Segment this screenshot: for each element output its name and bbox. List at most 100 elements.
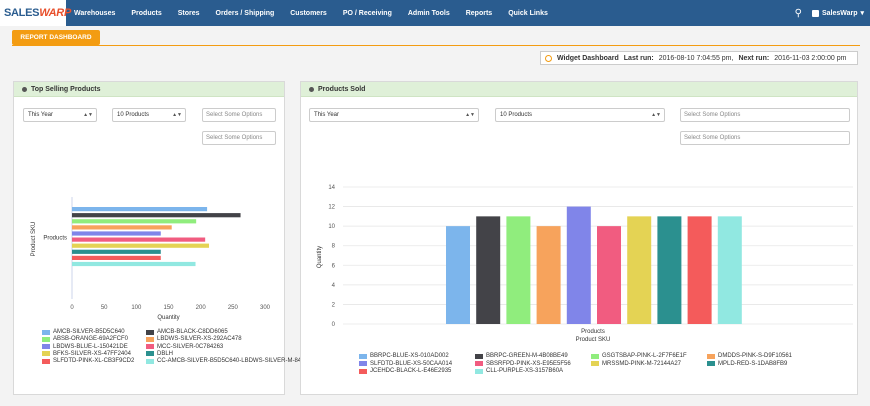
legend-item[interactable]: BFKS-SILVER-XS-47FF2404 [42, 351, 131, 357]
legend-label: SLFDTD-BLUE-XS-50CAA014 [370, 360, 453, 367]
y-tick-label: 10 [328, 224, 335, 230]
bar [72, 243, 210, 248]
legend-item[interactable]: DMDDS-PINK-S-D9F10561 [707, 353, 792, 359]
x-axis-title: Quantity [157, 315, 179, 321]
user-menu[interactable]: SalesWarp ▾ [811, 9, 864, 17]
clock-icon [545, 54, 552, 62]
legend-item[interactable]: AMCB-SILVER-B5D5C640 [42, 329, 125, 335]
multiselect-placeholder: Select Some Options [206, 135, 263, 141]
legend-item[interactable]: SLFDTD-BLUE-XS-50CAA014 [359, 361, 452, 367]
bar [72, 219, 197, 224]
count-value: 10 Products [500, 112, 533, 118]
user-icon [811, 9, 819, 17]
legend-label: GSGTSBAP-PINK-L-2F7F6E1F [602, 353, 687, 359]
legend-label: LBDWS-BLUE-L-150421DE [53, 343, 128, 350]
y-tick-label: 0 [332, 322, 336, 328]
legend-swatch [42, 351, 50, 357]
nav-quick-links[interactable]: Quick Links [508, 9, 548, 17]
legend-item[interactable]: SLFDTD-PINK-XL-CB3F9CD2 [42, 358, 134, 364]
nav-reports[interactable]: Reports [465, 9, 493, 17]
legend-label: SBSRFPD-PINK-XS-E95E5F56 [486, 360, 571, 367]
period-value: This Year [28, 112, 54, 118]
legend-item[interactable]: BBRPC-GREEN-M-4B08BE49 [475, 353, 568, 359]
saleswarp-logo[interactable]: SALES WARP [0, 0, 71, 26]
y-tick-label: 6 [332, 263, 336, 269]
period-select[interactable]: This Year ▲▼ [309, 108, 479, 122]
search-icon[interactable]: ⚲ [794, 7, 802, 19]
legend-item[interactable]: CLL-PURPLE-XS-3157B60A [475, 368, 563, 374]
y-tick-label: 2 [332, 302, 336, 308]
multiselect-placeholder: Select Some Options [206, 112, 263, 118]
nav-products[interactable]: Products [131, 9, 162, 17]
y-axis-title: Quantity [317, 246, 323, 268]
legend-swatch [475, 361, 483, 367]
tab-report-dashboard[interactable]: REPORT DASHBOARD [12, 30, 100, 45]
logo-text-sales: SALES [4, 7, 40, 19]
sku-multiselect[interactable]: Select Some Options [680, 108, 850, 122]
category-label: Products [43, 236, 67, 242]
legend-label: AMCB-SILVER-B5D5C640 [53, 329, 125, 335]
bar [657, 216, 682, 324]
legend-item[interactable]: MPLD-RED-S-1DAB8FB9 [707, 361, 787, 367]
legend-item[interactable]: ABSB-ORANGE-69A2FCF0 [42, 336, 128, 342]
legend-label: AMCB-BLACK-C8DD6065 [157, 329, 228, 335]
bar [717, 216, 742, 324]
products-sold-panel: Products Sold This Year ▲▼ 10 Products ▲▼ … [300, 81, 858, 395]
legend-item[interactable]: LBDWS-BLUE-L-150421DE [42, 344, 128, 350]
count-select[interactable]: 10 Products ▲▼ [112, 108, 186, 122]
legend-item[interactable]: AMCB-BLACK-C8DD6065 [146, 329, 228, 335]
nav-po-receiving[interactable]: PO / Receiving [342, 9, 392, 17]
info-icon [309, 86, 314, 92]
legend-swatch [146, 329, 154, 335]
legend-label: MCC-SILVER-0C784263 [157, 343, 224, 350]
bar [72, 249, 161, 254]
panel-header: Top Selling Products [14, 82, 284, 97]
legend-swatch [146, 358, 154, 364]
legend-item[interactable]: LBDWS-SILVER-XS-292AC478 [146, 336, 242, 342]
legend-item[interactable]: JCEHDC-BLACK-L-E46E2935 [359, 368, 451, 374]
legend-swatch [359, 368, 367, 374]
widget-title: Widget Dashboard [557, 54, 619, 62]
period-select[interactable]: This Year ▲▼ [23, 108, 97, 122]
legend-label: BFKS-SILVER-XS-47FF2404 [53, 350, 131, 357]
y-tick-label: 12 [328, 205, 335, 211]
legend-swatch [707, 353, 715, 359]
legend-item[interactable]: DBLH [146, 351, 173, 357]
nav-orders-shipping[interactable]: Orders / Shipping [215, 9, 275, 17]
bar [476, 216, 501, 324]
legend-swatch [146, 336, 154, 342]
y-tick-label: 14 [328, 185, 335, 191]
legend-item[interactable]: MRSSMD-PINK-M-72144A27 [591, 361, 681, 367]
bar [446, 226, 470, 324]
legend-item[interactable]: CC-AMCB-SILVER-B5D5C640-LBDWS-SILVER-M-8… [146, 358, 324, 364]
legend-swatch [591, 353, 599, 359]
nav-warehouses[interactable]: Warehouses [74, 9, 116, 17]
tab-underline [12, 45, 860, 46]
count-value: 10 Products [117, 112, 150, 118]
legend-item[interactable]: GSGTSBAP-PINK-L-2F7F6E1F [591, 353, 687, 359]
bar [72, 255, 161, 260]
count-select[interactable]: 10 Products ▲▼ [495, 108, 665, 122]
sku-multiselect[interactable]: Select Some Options [202, 108, 276, 122]
legend-swatch [146, 351, 154, 357]
bar [72, 207, 208, 212]
legend-item[interactable]: SBSRFPD-PINK-XS-E95E5F56 [475, 361, 571, 367]
x-tick-label: 250 [228, 305, 239, 311]
legend-item[interactable]: BBRPC-BLUE-XS-010AD002 [359, 353, 449, 359]
legend-swatch [42, 336, 50, 342]
legend-swatch [42, 358, 50, 364]
sku-multiselect-2[interactable]: Select Some Options [680, 131, 850, 145]
nav-stores[interactable]: Stores [177, 9, 200, 17]
y-axis-title: Product SKU [31, 222, 37, 257]
bar [597, 226, 621, 324]
x-tick-label: 150 [163, 305, 174, 311]
x-axis-title: Product SKU [576, 337, 611, 343]
sku-multiselect-2[interactable]: Select Some Options [202, 131, 276, 145]
select-arrow-icon: ▲▼ [651, 112, 661, 118]
legend-swatch [475, 368, 483, 374]
nav-customers[interactable]: Customers [290, 9, 327, 17]
nav-admin-tools[interactable]: Admin Tools [407, 9, 450, 17]
legend-label: ABSB-ORANGE-69A2FCF0 [53, 336, 129, 343]
legend-item[interactable]: MCC-SILVER-0C784263 [146, 344, 223, 350]
info-icon [22, 86, 27, 92]
